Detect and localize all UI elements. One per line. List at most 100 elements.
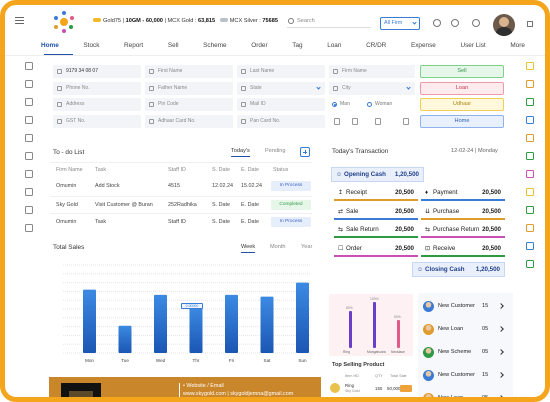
tag-icon[interactable] xyxy=(25,170,33,178)
nav-item-home[interactable]: Home xyxy=(41,42,59,49)
tab-week[interactable]: Week xyxy=(241,244,256,253)
search-input[interactable]: Search xyxy=(287,16,371,28)
phone-field[interactable]: 9179 34 08 07 xyxy=(53,65,141,78)
col-status: Status xyxy=(273,167,289,173)
tsp-item: Ring xyxy=(345,383,355,388)
todo-start-date: 12.02.24 xyxy=(212,183,233,189)
upload-icon[interactable] xyxy=(352,118,358,125)
expense-icon[interactable] xyxy=(25,206,33,214)
pan-field[interactable]: Pan Card No. xyxy=(237,115,325,128)
category-bar-ring[interactable] xyxy=(349,311,352,348)
todo-start-date: S. Date xyxy=(212,202,230,208)
mcx-silver-label: MCX Silver : xyxy=(229,18,263,24)
nav-item-sell[interactable]: Sell xyxy=(167,42,179,49)
gender-male-radio[interactable] xyxy=(332,102,337,107)
gender-female-radio[interactable] xyxy=(367,102,372,107)
first-name-field[interactable]: First Name xyxy=(145,65,233,78)
sales-bar-thr[interactable] xyxy=(189,307,203,353)
tsp-action-button[interactable] xyxy=(400,385,412,392)
chevron-down-icon xyxy=(412,20,417,25)
sell-button[interactable]: Sell xyxy=(420,65,504,78)
nav-item-user-list[interactable]: User List xyxy=(460,42,486,49)
receipt-icon[interactable] xyxy=(526,206,534,214)
home-icon[interactable] xyxy=(25,62,33,70)
state-select[interactable]: State xyxy=(237,82,325,95)
father-name-field[interactable]: Father Name xyxy=(145,82,233,95)
chart-icon[interactable] xyxy=(526,152,534,160)
udhaar-button[interactable]: Udhaar xyxy=(420,98,504,111)
category-bar-necklace[interactable] xyxy=(397,320,400,348)
cash-icon: ☺ xyxy=(336,172,343,178)
sales-day-label: Mon xyxy=(85,358,94,363)
wallet-icon[interactable] xyxy=(526,224,534,232)
category-bar-mangalsutra[interactable] xyxy=(373,302,376,348)
sales-bar-mon[interactable] xyxy=(83,289,96,353)
sales-bar-fri[interactable] xyxy=(225,294,238,353)
aadhar-field[interactable]: Adhaar Card No. xyxy=(145,115,233,128)
notification-icon[interactable] xyxy=(472,19,480,27)
home-button[interactable]: Home xyxy=(420,115,504,128)
sales-bar-sun[interactable] xyxy=(296,282,309,353)
calendar-icon[interactable] xyxy=(526,80,534,88)
hamburger-menu-icon[interactable] xyxy=(15,17,24,24)
panel-icon[interactable] xyxy=(527,21,533,27)
nav-item-stock[interactable]: Stock xyxy=(83,42,100,49)
mail-id-field[interactable]: Mail ID xyxy=(237,98,325,111)
nav-item-report[interactable]: Report xyxy=(124,42,144,49)
tab-year[interactable]: Year xyxy=(301,244,313,250)
pin-code-field[interactable]: Pin Code xyxy=(145,98,233,111)
nav-item-expense[interactable]: Expense xyxy=(410,42,436,49)
phone-no-field[interactable]: Phone No. xyxy=(53,82,141,95)
sales-bar-wed[interactable] xyxy=(154,294,167,353)
footer-email[interactable]: skygoldjemna@gmail.com xyxy=(230,391,294,397)
gst-no-field[interactable]: GST No. xyxy=(53,115,141,128)
transactions-title: Today's Transaction xyxy=(332,148,389,155)
attachment-icon[interactable] xyxy=(375,118,381,125)
opening-cash-row: ☺ Opening Cash 1,20,500 xyxy=(331,167,424,182)
loan-button[interactable]: Loan xyxy=(420,82,504,95)
nav-item-more[interactable]: More xyxy=(510,42,525,49)
stock-icon[interactable] xyxy=(25,80,33,88)
report-icon[interactable] xyxy=(25,98,33,106)
scheme-icon[interactable] xyxy=(25,134,33,142)
sales-bar-tue[interactable] xyxy=(118,325,132,353)
status-badge: Completed xyxy=(271,200,311,210)
footer-website[interactable]: www.skygold.com xyxy=(183,391,226,397)
tx-amount: 20,500 xyxy=(395,245,414,252)
nav-item-loan[interactable]: Loan xyxy=(327,42,342,49)
user-avatar[interactable] xyxy=(493,14,515,36)
sell-icon[interactable] xyxy=(25,116,33,124)
tx-label: Receipt xyxy=(346,189,367,196)
firm-select[interactable]: All Firm xyxy=(380,17,420,30)
user-list-icon[interactable] xyxy=(25,224,33,232)
check-icon[interactable] xyxy=(526,116,534,124)
tsp-total: 50,000 xyxy=(387,386,401,391)
chevron-down-icon xyxy=(406,85,411,90)
bell-icon[interactable] xyxy=(526,134,534,142)
address-field[interactable]: Address xyxy=(53,98,141,111)
list-icon[interactable] xyxy=(526,260,534,268)
city-select[interactable]: City xyxy=(329,82,415,95)
nav-item-order[interactable]: Order xyxy=(251,42,268,49)
chat-icon[interactable] xyxy=(526,62,534,70)
camera-icon[interactable] xyxy=(334,118,340,125)
gift-icon[interactable] xyxy=(526,170,534,178)
add-task-button[interactable] xyxy=(300,147,310,157)
firm-name-field[interactable]: Firm Name xyxy=(329,65,415,78)
order-icon[interactable] xyxy=(25,152,33,160)
nav-item-scheme[interactable]: Scheme xyxy=(203,42,227,49)
tab-month[interactable]: Month xyxy=(270,244,286,250)
scan-icon[interactable] xyxy=(403,118,409,125)
loan-icon[interactable] xyxy=(25,188,33,196)
document-icon[interactable] xyxy=(526,188,534,196)
tab-todays[interactable]: Today's xyxy=(231,148,250,157)
lock-icon[interactable] xyxy=(433,19,441,27)
last-name-field[interactable]: Last Name xyxy=(237,65,325,78)
sales-bar-sat[interactable] xyxy=(260,296,274,353)
cart-icon[interactable] xyxy=(526,98,534,106)
nav-item-tag[interactable]: Tag xyxy=(292,42,303,49)
settings-icon[interactable] xyxy=(451,19,459,27)
tab-pending[interactable]: Pending xyxy=(265,148,286,154)
box-icon[interactable] xyxy=(526,242,534,250)
nav-item-cr-dr[interactable]: CR/DR xyxy=(366,42,387,49)
